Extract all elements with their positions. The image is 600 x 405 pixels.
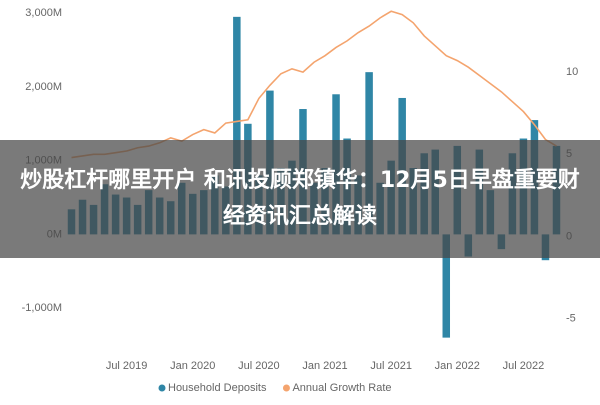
line	[71, 10, 557, 159]
y2-tick-label: 10	[566, 66, 578, 78]
x-tick-label: Jan 2021	[302, 360, 347, 372]
banner: 炒股杠杆哪里开户 和讯投顾郑镇华：12月5日早盘重要财经资讯汇总解读	[0, 140, 600, 258]
x-tick-label: Jul 2020	[238, 360, 280, 372]
x-tick-label: Jul 2022	[503, 360, 545, 372]
y-tick-label: 2,000M	[25, 81, 62, 93]
legend-label: Annual Growth Rate	[292, 382, 391, 394]
x-tick-label: Jan 2022	[435, 360, 480, 372]
legend-label: Household Deposits	[168, 382, 267, 394]
legend-marker	[158, 384, 166, 392]
x-tick-label: Jul 2019	[106, 360, 148, 372]
bar	[233, 16, 241, 235]
legend-marker	[282, 384, 290, 392]
y-tick-label: -1,000M	[22, 302, 62, 314]
y-tick-label: 3,000M	[25, 7, 62, 19]
y2-tick-label: -5	[566, 313, 576, 325]
bar	[442, 234, 451, 338]
x-tick-label: Jan 2020	[170, 360, 215, 372]
banner-title: 炒股杠杆哪里开户 和讯投顾郑镇华：12月5日早盘重要财经资讯汇总解读	[20, 168, 580, 229]
x-tick-label: Jul 2021	[370, 360, 412, 372]
